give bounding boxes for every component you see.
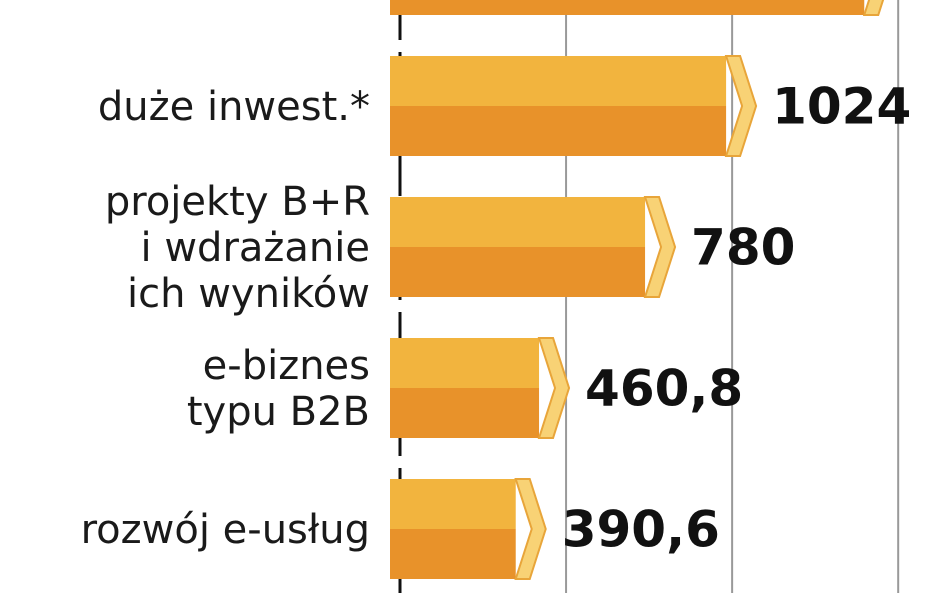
category-label: rozwój e-usług (81, 507, 370, 553)
bar (390, 247, 646, 297)
bar-top (390, 479, 516, 529)
bar (390, 106, 727, 156)
bar-top (390, 338, 540, 388)
category-label: duże inwest.* (98, 84, 370, 130)
bar-cap (862, 0, 885, 16)
value-label: 460,8 (585, 360, 743, 418)
bar-cap (537, 337, 571, 439)
bar (390, 388, 540, 438)
category-label: projekty B+R i wdrażanie ich wyników (105, 179, 370, 317)
category-label: e-biznes typu B2B (187, 343, 370, 435)
bar-cap (724, 55, 758, 157)
bar-cap (514, 478, 547, 580)
bar-top (390, 197, 646, 247)
value-label: 390,6 (562, 501, 720, 559)
bar-top (390, 56, 727, 106)
bar (390, 529, 516, 579)
value-label: 780 (691, 219, 795, 277)
value-label: 1024 (772, 78, 911, 136)
bar-cap (643, 196, 677, 298)
bar (390, 0, 865, 15)
